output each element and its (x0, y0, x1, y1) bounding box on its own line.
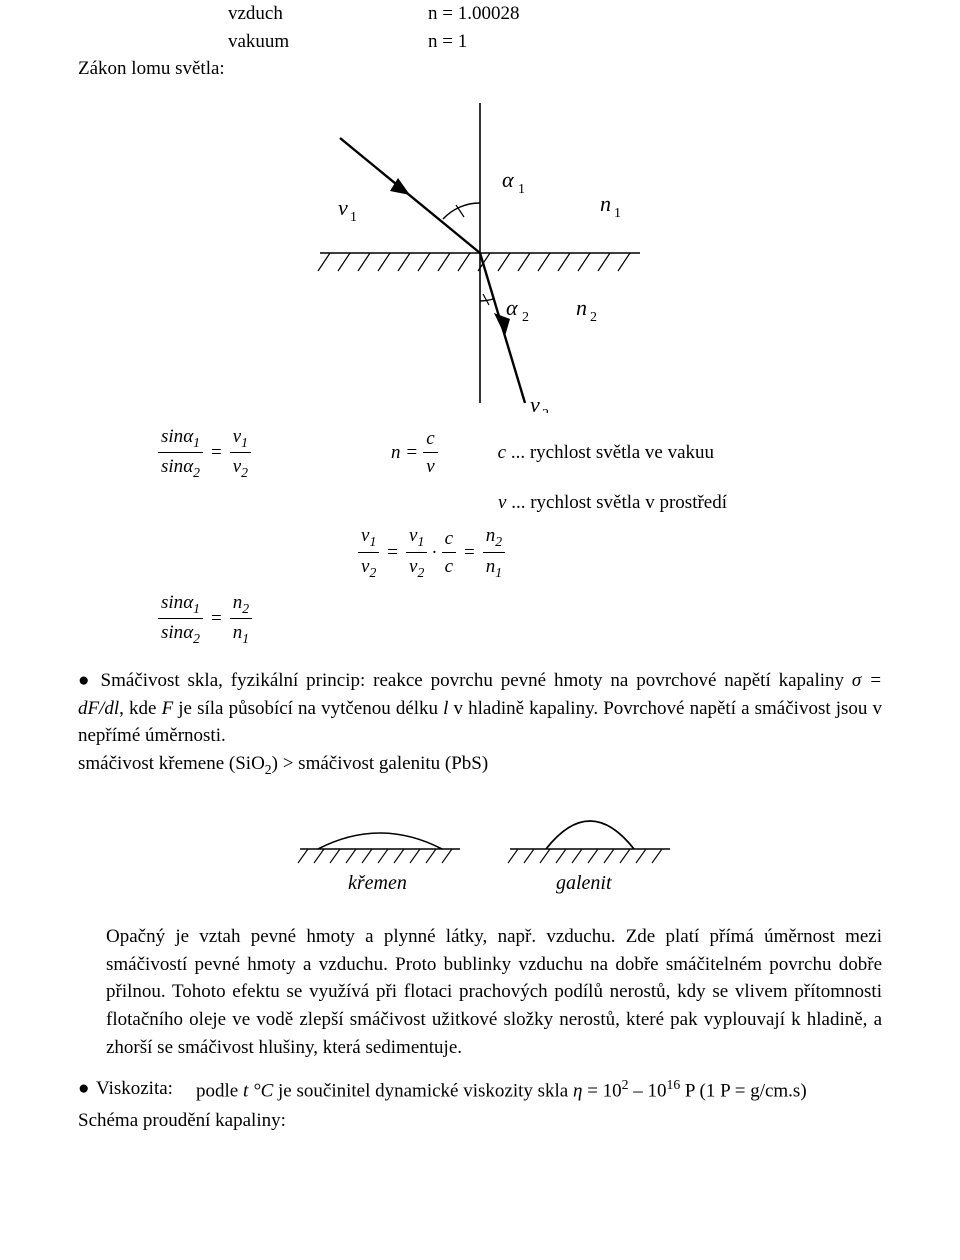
medium-n-expr: n = 1.00028 (428, 0, 519, 28)
svg-text:1: 1 (350, 210, 357, 225)
label-kremen: křemen (348, 872, 407, 894)
medium-row-vacuum: vakuum n = 1 (228, 28, 882, 56)
viscosity-label: Viskozita: (96, 1075, 196, 1105)
equation-snell-ratio: sinα1 sinα2 = ν1 ν2 n= c v c ... rychlos… (158, 423, 882, 483)
svg-text:1: 1 (518, 182, 525, 197)
svg-text:n: n (576, 295, 587, 320)
wetting-paragraph: ● Smáčivost skla, fyzikální princip: rea… (78, 667, 882, 779)
medium-label: vakuum (228, 28, 428, 56)
wetting-comparison: smáčivost křemene (SiO2) > smáčivost gal… (78, 753, 488, 774)
svg-text:1: 1 (614, 206, 621, 221)
svg-text:2: 2 (590, 310, 597, 325)
refraction-diagram: v 1 α 1 n 1 α 2 n 2 v 2 (280, 93, 680, 413)
medium-row-air: vzduch n = 1.00028 (228, 0, 882, 28)
viscosity-row: ● Viskozita: podle t °C je součinitel dy… (78, 1075, 882, 1105)
equation-v-ratio: v1v2 = v1v2 · cc = n2n1 (358, 522, 882, 582)
svg-text:v: v (338, 195, 348, 220)
note-c: c ... rychlost světla ve vakuu (498, 439, 714, 467)
label-galenit: galenit (556, 872, 612, 894)
medium-n-expr: n = 1 (428, 28, 467, 56)
bullet-icon: ● (78, 1075, 96, 1105)
equation-snell-n: sinα1 sinα2 = n2 n1 (158, 589, 882, 649)
svg-text:α: α (506, 295, 518, 320)
note-v: v ... rychlost světla v prostředí (498, 489, 727, 517)
wetting-diagram: křemen galenit (270, 789, 690, 909)
equations-block: sinα1 sinα2 = ν1 ν2 n= c v c ... rychlos… (78, 423, 882, 649)
svg-text:α: α (502, 167, 514, 192)
medium-label: vzduch (228, 0, 428, 28)
viscosity-body: podle t °C je součinitel dynamické visko… (196, 1075, 882, 1105)
opacny-paragraph: Opačný je vztah pevné hmoty a plynné lát… (106, 923, 882, 1061)
svg-text:n: n (600, 191, 611, 216)
bullet-icon: ● (78, 670, 93, 691)
note-v-line: v ... rychlost světla v prostředí (498, 489, 882, 517)
schema-label: Schéma proudění kapaliny: (78, 1107, 882, 1135)
heading-refraction-law: Zákon lomu světla: (78, 55, 882, 83)
svg-text:2: 2 (522, 310, 529, 325)
svg-text:2: 2 (542, 407, 549, 413)
svg-text:v: v (530, 392, 540, 413)
